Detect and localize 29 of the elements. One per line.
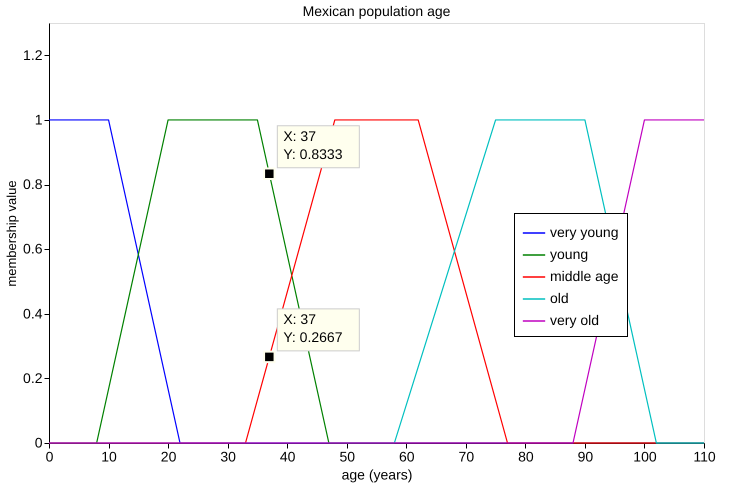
y-tick-label: 0.8	[23, 176, 43, 192]
x-tick-label: 40	[280, 448, 296, 464]
x-tick-label: 20	[160, 448, 177, 464]
x-tick-label: 70	[458, 448, 474, 464]
x-tick-label: 100	[633, 448, 657, 464]
legend-label: middle age	[550, 268, 619, 284]
y-tick-label: 0.6	[23, 240, 43, 257]
annotation: X: 37 Y: 0.2667	[283, 310, 343, 345]
x-tick-label: 90	[578, 448, 594, 464]
x-tick-label: 50	[339, 448, 356, 464]
x-tick-label: 80	[518, 448, 534, 464]
x-tick-label: 60	[398, 448, 415, 464]
legend-label: old	[550, 290, 569, 306]
x-tick-label: 0	[46, 448, 54, 464]
x-tick-label: 30	[220, 448, 236, 464]
annotation: X: 37 Y: 0.8333	[283, 128, 343, 162]
y-tick-label: 0.4	[23, 305, 43, 322]
y-tick-label: 1.2	[23, 46, 43, 63]
x-axis-title: age (years)	[342, 466, 412, 482]
y-tick-label: 0.2	[23, 370, 43, 386]
legend-label: very young	[550, 224, 618, 240]
x-tick-label: 10	[101, 448, 118, 464]
legend-label: very old	[550, 312, 600, 328]
legend-label: young	[550, 246, 588, 262]
y-tick-label: 1	[34, 111, 43, 128]
x-tick-label: 110	[693, 448, 716, 464]
y-axis-title: membership value	[4, 180, 20, 287]
y-tick-label: 0	[34, 434, 43, 450]
chart-title: Mexican population age	[302, 3, 451, 19]
